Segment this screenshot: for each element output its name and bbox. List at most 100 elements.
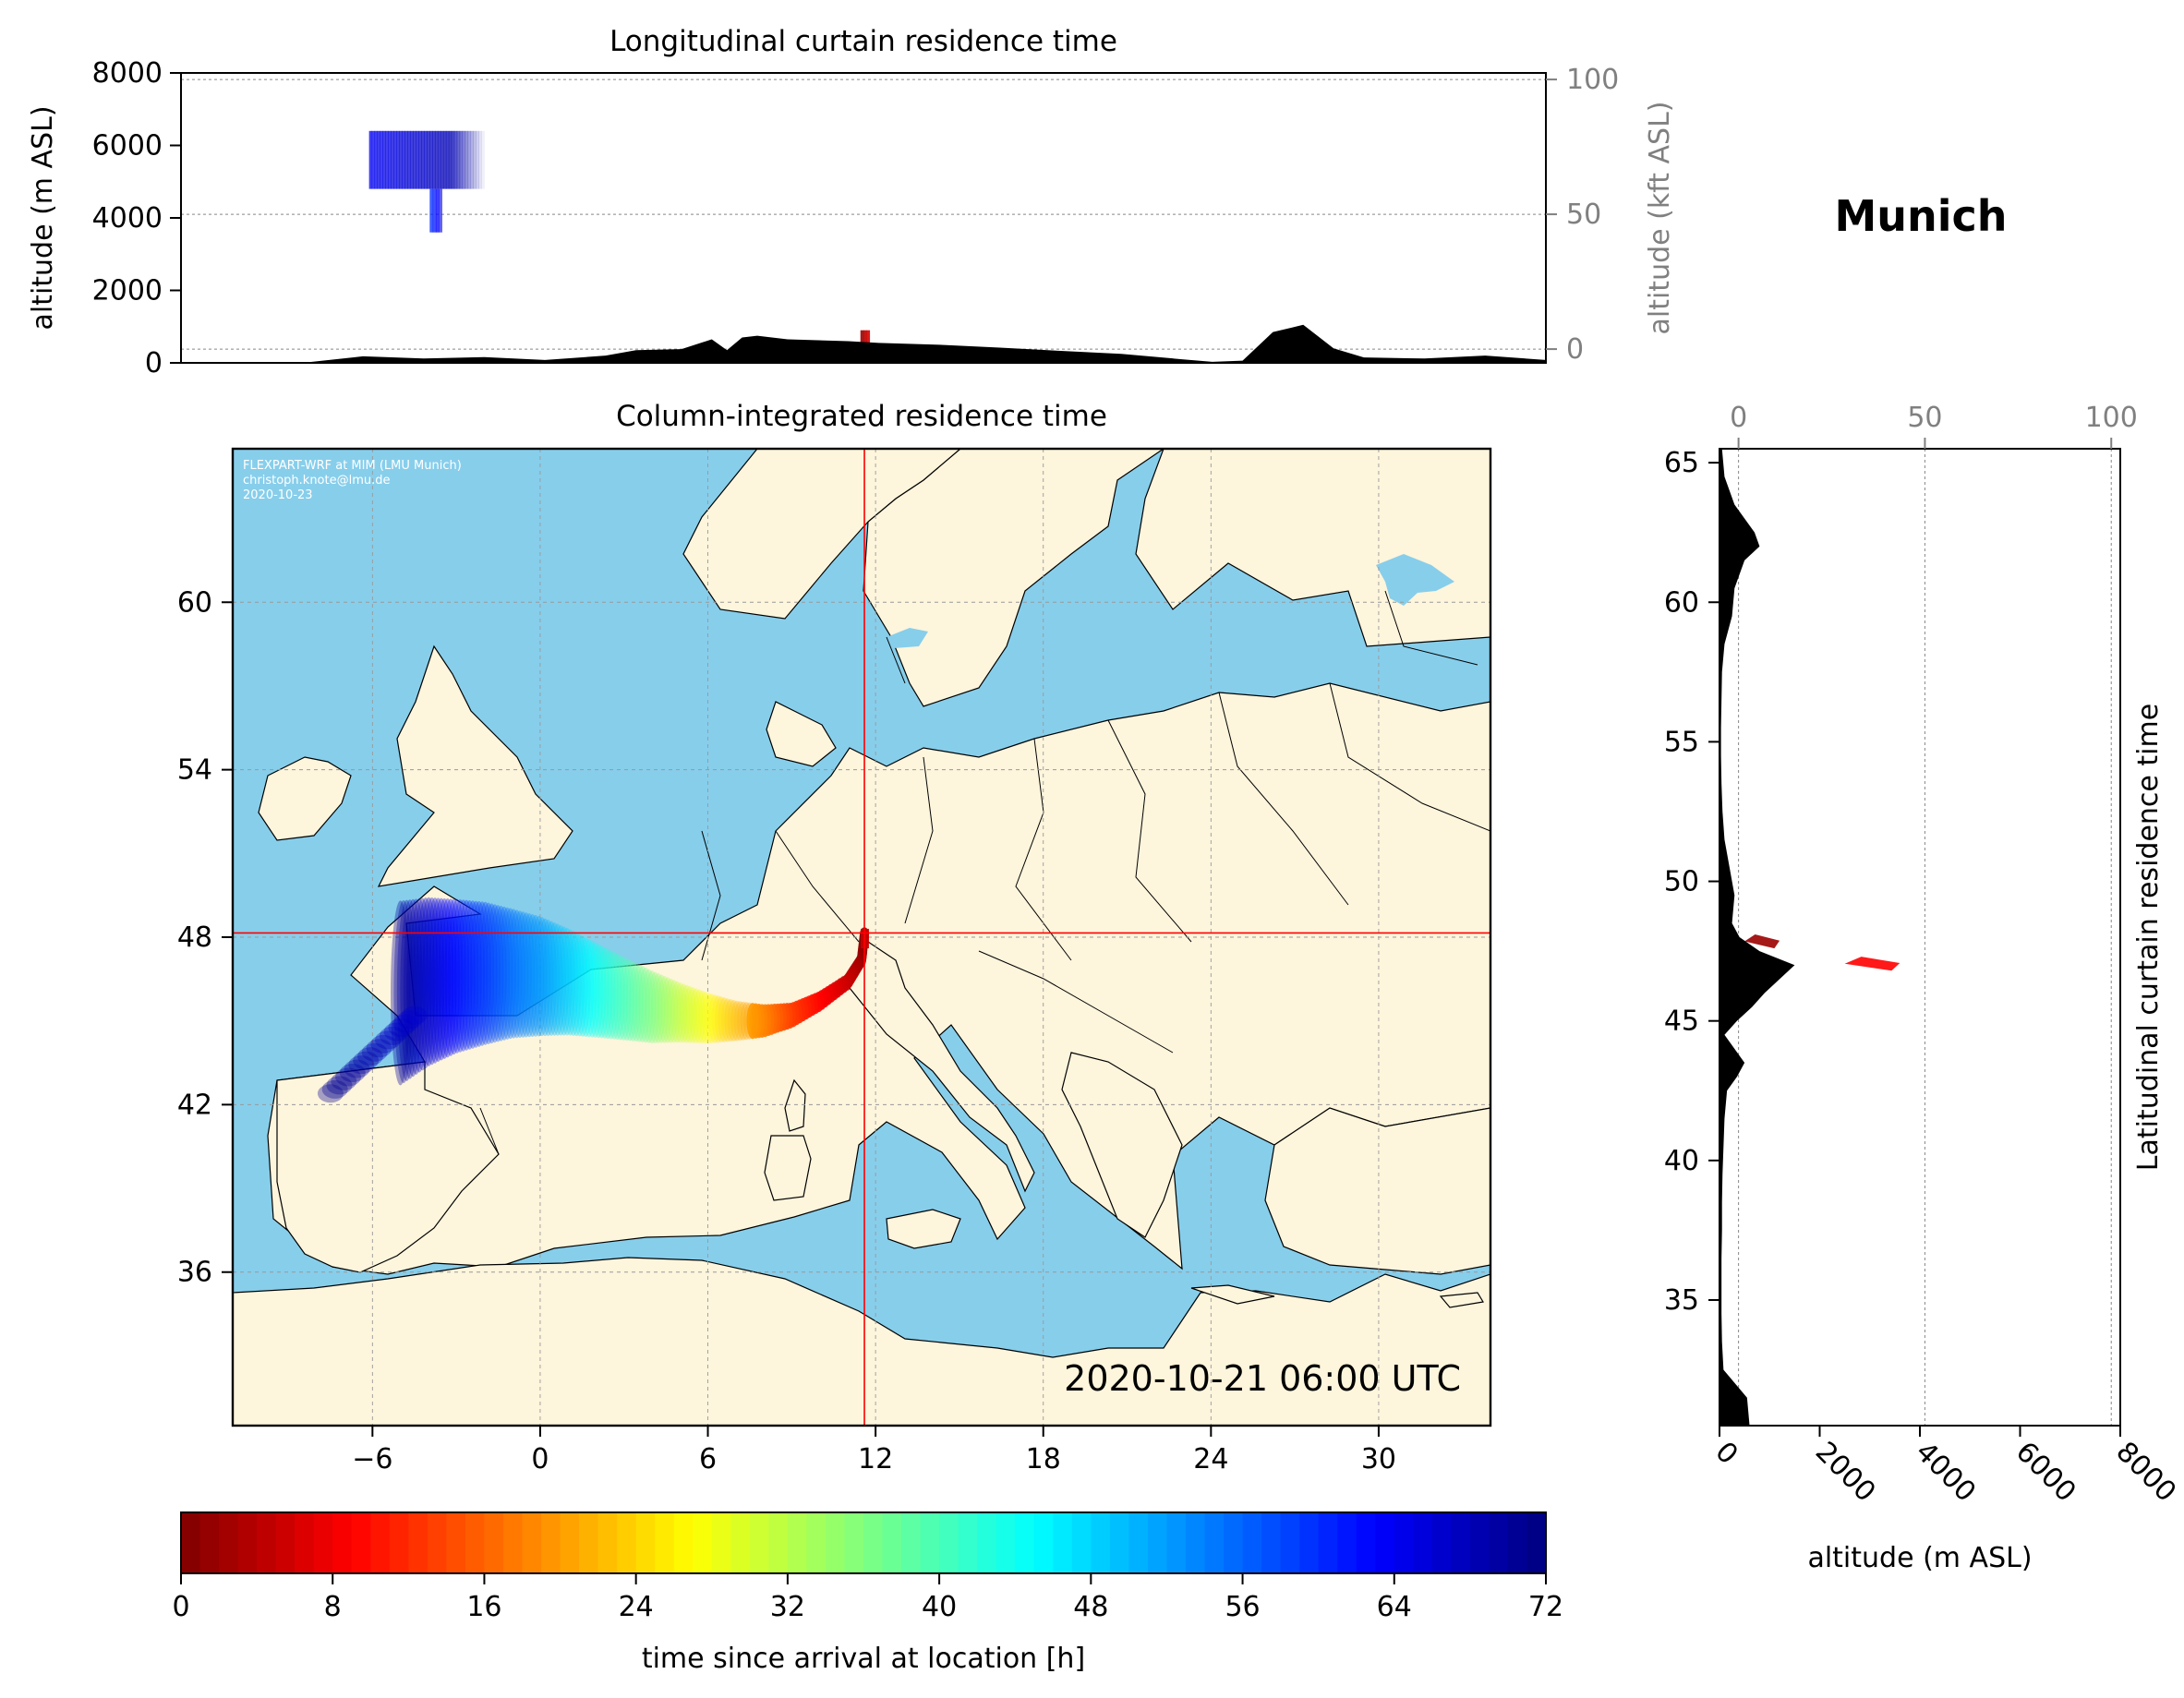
latitudinal-title: Latitudinal curtain residence time: [2132, 704, 2165, 1171]
plume-segment: [619, 957, 634, 1042]
plume-segment: [409, 897, 429, 1073]
longitudinal-residence-cell: [374, 130, 379, 189]
residence-plume: [317, 897, 870, 1103]
plume-segment: [692, 989, 706, 1043]
plume-tail-segment: [321, 1079, 348, 1099]
plume-segment: [400, 899, 420, 1079]
plume-tail-segment: [383, 1022, 410, 1042]
colorbar-bin: [1356, 1512, 1376, 1573]
plume-segment: [428, 897, 448, 1063]
colorbar-bin: [730, 1512, 751, 1573]
latitudinal-terrain-profile: [1719, 449, 1795, 1426]
colorbar-bin: [465, 1512, 486, 1573]
longitudinal-residence-cell: [424, 130, 428, 189]
colorbar-bin: [1413, 1512, 1433, 1573]
plume-tail-segment: [326, 1076, 353, 1095]
colorbar-tick-label: 56: [1225, 1591, 1260, 1623]
longitudinal-residence-cell: [399, 130, 403, 189]
colorbar-tick-label: 40: [922, 1591, 957, 1623]
lake-vanern: [887, 628, 928, 648]
plume-segment: [685, 987, 700, 1043]
latitudinal-residence-cell: [1844, 957, 1900, 971]
country-borders: [479, 590, 1490, 1155]
colorbar-bin: [257, 1512, 277, 1573]
longitudinal-y2-tick-label: 100: [1566, 64, 1619, 96]
colorbar-bin: [427, 1512, 447, 1573]
plume-tail-segment: [356, 1047, 383, 1066]
plume-segment: [559, 927, 575, 1036]
plume-tail-segment: [339, 1064, 366, 1083]
plume-segment: [689, 988, 703, 1043]
timestamp-label: 2020-10-21 06:00 UTC: [1064, 1358, 1461, 1399]
plume-segment: [425, 897, 445, 1064]
longitudinal-residence-cell: [451, 130, 455, 189]
longitudinal-residence-cell: [413, 130, 416, 189]
plume-tail-segment: [344, 1059, 370, 1078]
map-x-tick-label: 6: [699, 1443, 717, 1475]
plume-segment: [660, 977, 675, 1043]
plume-segment: [705, 994, 718, 1043]
longitudinal-residence-cell: [453, 130, 458, 189]
plume-segment: [520, 913, 538, 1038]
plume-segment: [742, 1002, 756, 1040]
plume-segment: [418, 897, 439, 1066]
location-title: Munich: [1834, 191, 2007, 241]
latitudinal-y-tick-label: 55: [1664, 726, 1699, 758]
colorbar-bin: [295, 1512, 315, 1573]
map-y-tick-label: 36: [177, 1257, 212, 1289]
plume-segment: [711, 995, 725, 1043]
latitudinal-residence-cell: [1744, 933, 1780, 949]
plume-segment: [599, 948, 616, 1040]
colorbar-bin: [806, 1512, 827, 1573]
longitudinal-residence-cell: [418, 130, 422, 189]
map-x-tick-label: 18: [1026, 1443, 1061, 1475]
plume-segment: [584, 940, 600, 1038]
plume-segment: [645, 970, 659, 1044]
plume-segment: [396, 899, 416, 1081]
plume-segment: [714, 996, 728, 1043]
colorbar-bin: [1431, 1512, 1452, 1573]
colorbar-tick-label: 32: [770, 1591, 805, 1623]
colorbar-bins: [181, 1512, 1547, 1573]
longitudinal-y-tick-label: 2000: [92, 275, 163, 307]
colorbar-bin: [1071, 1512, 1092, 1573]
plume-segment: [457, 899, 476, 1051]
plume-segment: [657, 975, 672, 1043]
plume-segment: [581, 939, 597, 1038]
plume-segment: [543, 921, 561, 1036]
colorbar-bin: [693, 1512, 713, 1573]
colorbar-bin: [1280, 1512, 1300, 1573]
land-ireland: [258, 756, 352, 841]
colorbar-bin: [484, 1512, 504, 1573]
plume-segment: [451, 899, 470, 1053]
colorbar-bin: [863, 1512, 884, 1573]
land-balkans-greece: [1061, 1052, 1183, 1238]
latitudinal-x2-tick-label: 0: [1730, 402, 1747, 434]
longitudinal-y-ticks: 0 2000 4000 6000 8000: [92, 57, 181, 379]
plume-segment: [708, 994, 722, 1043]
plume-segment: [616, 956, 632, 1041]
colorbar-bin: [579, 1512, 599, 1573]
longitudinal-residence-cell: [470, 130, 475, 189]
plume-segment: [469, 900, 489, 1047]
colorbar-bin: [219, 1512, 239, 1573]
colorbar-bin: [1451, 1512, 1471, 1573]
plume-segment: [603, 950, 620, 1040]
colorbar-bin: [1489, 1512, 1509, 1573]
colorbar-bin: [1261, 1512, 1282, 1573]
longitudinal-y2-tick-label: 50: [1566, 199, 1601, 231]
plume-segment: [568, 932, 585, 1037]
colorbar-tick-label: 16: [466, 1591, 501, 1623]
plume-segment: [634, 966, 650, 1042]
longitudinal-axes-frame: [180, 72, 1547, 364]
plume-segment: [435, 897, 454, 1059]
longitudinal-residence-cell: [391, 130, 394, 189]
colorbar-bin: [1318, 1512, 1338, 1573]
plume-segment: [486, 904, 504, 1043]
plume-segment: [654, 974, 669, 1043]
colorbar-tick-label: 64: [1377, 1591, 1412, 1623]
longitudinal-residence-cell: [465, 130, 469, 189]
longitudinal-residence-cell: [473, 130, 477, 189]
colorbar-bin: [1375, 1512, 1395, 1573]
longitudinal-ylabel: altitude (m ASL): [27, 105, 59, 330]
